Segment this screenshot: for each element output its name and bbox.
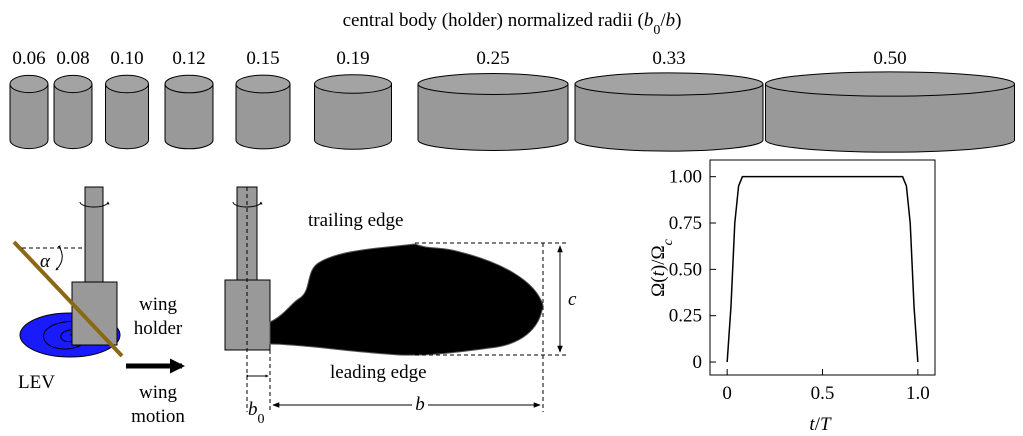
radius-label: 0.10 bbox=[110, 48, 143, 69]
cylinder-body bbox=[53, 83, 93, 150]
cylinder-top bbox=[417, 73, 569, 95]
cylinder-body bbox=[164, 83, 214, 150]
y-tick-label: 0.25 bbox=[669, 306, 702, 327]
radius-label: 0.15 bbox=[246, 48, 279, 69]
figure-title: central body (holder) normalized radii (… bbox=[343, 10, 682, 38]
y-tick-label: 1.00 bbox=[669, 167, 702, 188]
wing bbox=[269, 243, 544, 356]
y-axis-label: Ω(t)/Ωc bbox=[648, 238, 676, 296]
span-label: b bbox=[415, 394, 425, 415]
holder-sketch: α LEV wing holder wing motion bbox=[12, 186, 185, 427]
alpha-label: α bbox=[40, 251, 51, 272]
holder-rod bbox=[84, 186, 104, 283]
wing-sketch: c trailing edge leading edge b0 b bbox=[224, 186, 577, 427]
rotation-arrow bbox=[79, 201, 110, 208]
wing-holder-label: wing bbox=[139, 294, 178, 315]
wing-holder-label: holder bbox=[134, 318, 183, 339]
x-tick-label: 0 bbox=[722, 383, 732, 404]
cylinder-top bbox=[235, 74, 291, 94]
rotation-arrow bbox=[232, 201, 263, 208]
cylinder-body bbox=[417, 83, 569, 151]
cylinder-top bbox=[105, 74, 149, 94]
lev-label: LEV bbox=[18, 372, 55, 393]
x-tick-label: 1.0 bbox=[906, 383, 930, 404]
cylinder-body bbox=[235, 83, 291, 150]
radius-label: 0.33 bbox=[652, 48, 685, 69]
radius-label: 0.50 bbox=[873, 48, 906, 69]
y-tick-label: 0.75 bbox=[669, 213, 702, 234]
cylinder-top bbox=[314, 74, 392, 94]
cylinder-body bbox=[314, 83, 392, 150]
cylinder-body bbox=[105, 83, 149, 150]
cylinder-top bbox=[9, 74, 49, 94]
trailing-edge-label: trailing edge bbox=[308, 210, 404, 231]
cylinder-body bbox=[574, 83, 764, 152]
radius-label: 0.06 bbox=[12, 48, 45, 69]
leading-edge-label: leading edge bbox=[330, 362, 427, 383]
radius-label: 0.08 bbox=[56, 48, 89, 69]
cylinders: 0.06 0.08 0.10 0.12 0.15 0.19 0.25 0.33 0.50 bbox=[9, 48, 1015, 153]
cylinder-top bbox=[765, 71, 1015, 97]
cylinder-body bbox=[9, 83, 49, 150]
kinematics-chart: t/T Ω(t)/Ωc 0 0.5 1.000.250.500.751.00 bbox=[648, 159, 936, 435]
wing-motion-label: motion bbox=[131, 406, 185, 427]
radius-label: 0.19 bbox=[336, 48, 369, 69]
wing-plate bbox=[12, 240, 124, 358]
angle-arc bbox=[55, 245, 63, 271]
x-axis-label: t/T bbox=[809, 414, 832, 435]
data-line bbox=[726, 175, 919, 363]
cylinder-top bbox=[574, 72, 764, 96]
radius-label: 0.25 bbox=[476, 48, 509, 69]
plot-frame bbox=[709, 159, 936, 376]
cylinder-top bbox=[164, 74, 214, 94]
radius-label: 0.12 bbox=[172, 48, 205, 69]
cylinder-top bbox=[53, 74, 93, 94]
label-backdrop bbox=[412, 395, 428, 413]
b0-label: b0 bbox=[248, 399, 265, 427]
chord-label: c bbox=[568, 289, 577, 310]
wing-motion-label: wing bbox=[139, 382, 178, 403]
y-tick-label: 0.50 bbox=[669, 259, 702, 280]
holder-block bbox=[71, 281, 118, 346]
cylinder-body bbox=[765, 83, 1015, 153]
x-tick-label: 0.5 bbox=[811, 383, 835, 404]
y-tick-label: 0 bbox=[693, 352, 703, 373]
